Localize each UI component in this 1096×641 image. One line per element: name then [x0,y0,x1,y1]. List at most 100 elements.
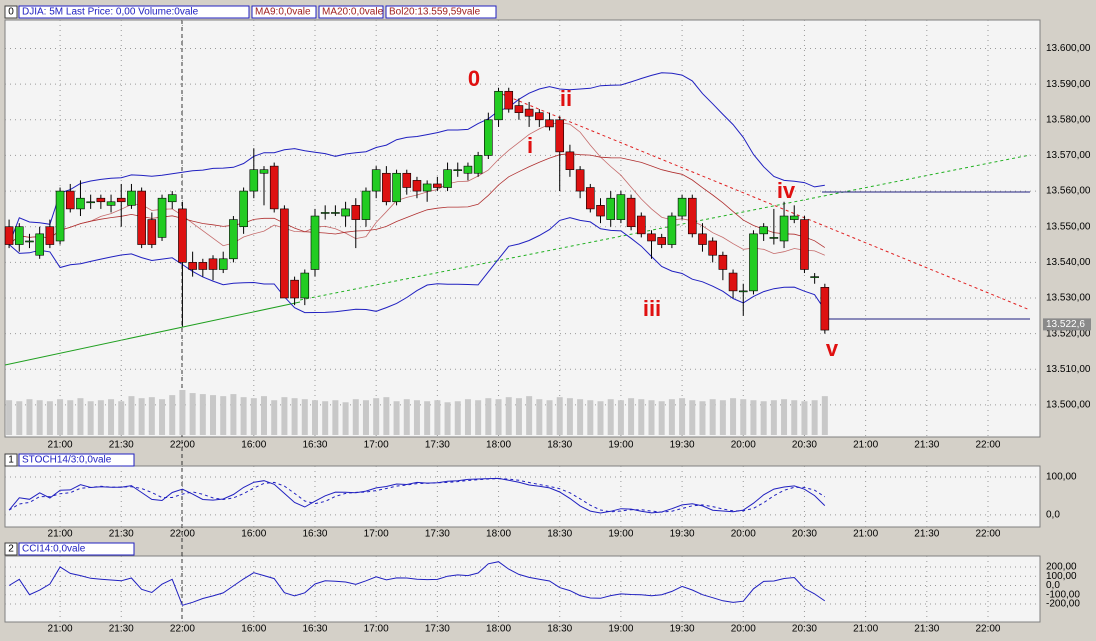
volume-bar [230,394,237,435]
x-tick-label: 16:30 [302,624,327,635]
candle-body [677,197,687,217]
volume-bar [526,396,533,435]
wave-label: i [527,133,533,158]
volume-bar [709,399,716,435]
indicator-box [318,5,384,19]
volume-bar [770,400,777,435]
volume-bar [373,398,380,435]
x-tick-label: 18:30 [547,440,572,451]
panel-number-box [4,453,18,467]
y-tick-label: 0,0 [1046,510,1060,521]
candle-body [779,215,789,242]
candle-body [14,226,24,245]
volume-bar [536,399,543,435]
drawings [4,19,1041,623]
x-tick-label: 17:30 [425,529,450,540]
volume-bar [199,394,206,435]
candle-body [810,276,819,278]
volume-bar [597,401,604,435]
main-panel [4,19,1041,438]
x-tick-label: 21:30 [914,529,939,540]
candle-body [269,165,279,210]
x-tick-label: 20:30 [792,624,817,635]
volume-bar [515,398,522,435]
x-tick-label: 21:00 [48,529,73,540]
candle-body [45,226,55,245]
candle-body [178,208,187,263]
x-tick-label: 18:00 [486,440,511,451]
volume-bar [301,399,308,435]
y-tick-label: -200,00 [1046,599,1080,610]
stoch-d [8,478,826,513]
candle-body [565,151,575,170]
candle-body [157,197,167,238]
candle-body [147,219,157,245]
title-box [18,5,250,19]
wave-label: v [826,336,839,361]
x-tick-label: 22:00 [975,440,1000,451]
candle-body [524,108,534,117]
y-tick-label: 13.590,00 [1046,79,1091,90]
y-tick-label: 13.500,00 [1046,400,1091,411]
indicator-label: Bol20:13.559,59vale [389,7,481,18]
bollinger-lower [8,217,826,314]
panel-title: STOCH14/3:0,0vale [22,455,112,466]
x-tick-label: 16:00 [241,529,266,540]
volume-bar [648,400,655,435]
volume-bar [148,397,155,435]
volume-bar [261,396,268,435]
candle-body [494,90,503,121]
volume-bar [169,395,176,435]
candle-body [351,205,361,220]
volume-bar [77,398,84,435]
panel-number: 2 [8,544,14,555]
candle-body [473,155,483,174]
volume-bar [444,402,451,435]
volume-bar [159,399,166,435]
stoch-panel [4,465,1041,528]
candle-body [218,258,228,270]
volume-bar [342,402,349,435]
candle-body [575,169,585,192]
wave-label: 0 [468,66,480,91]
volume-bar [108,399,115,435]
x-tick-label: 21:00 [48,624,73,635]
x-tick-label: 19:00 [608,624,633,635]
candle-body [698,233,707,245]
volume-bar [250,398,257,435]
volume-bar [179,390,186,435]
candle-body [188,262,197,270]
volume-bar [271,400,278,435]
y-tick-label: 13.550,00 [1046,221,1091,232]
candle-body [331,212,340,214]
x-tick-label: 18:00 [486,624,511,635]
candle-body [504,90,514,110]
volume-bar [16,401,23,435]
x-tick-label: 18:00 [486,529,511,540]
volume-bar [281,397,288,435]
y-tick-label: 100,00 [1046,472,1077,483]
candle-body [86,201,95,204]
candle-body [535,112,544,121]
cci-panel [4,555,1041,623]
candle-body [402,172,412,188]
candle-body [229,219,238,260]
volume-bar [291,398,298,435]
volume-bar [485,398,492,435]
candle-body [657,237,666,245]
volume-bar [36,400,43,435]
volume-bar [332,400,339,435]
bollinger-upper [8,72,825,245]
x-tick-label: 21:00 [853,440,878,451]
volume-bar [311,400,318,435]
y-tick-label: 200,00 [1046,562,1077,573]
volume-bar [811,400,818,435]
candle-body [708,240,717,256]
volume-bar [352,399,359,435]
x-tick-label: 17:00 [364,440,389,451]
stoch-k [8,477,826,514]
candle-body [636,215,646,235]
candle-body [412,180,422,192]
candle-body [25,240,34,243]
volume-bar [638,399,645,435]
